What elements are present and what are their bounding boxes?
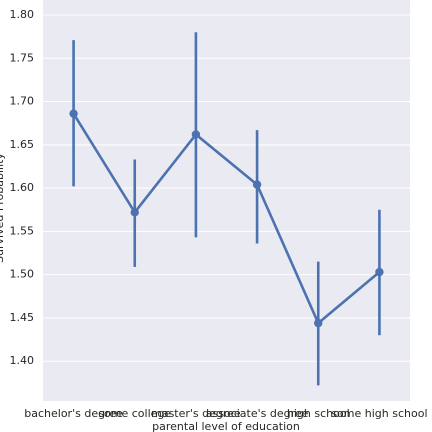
x-tick-label: bachelor's degree: [24, 407, 123, 420]
point: [130, 208, 139, 217]
y-tick-label: 1.60: [10, 181, 35, 194]
point: [69, 109, 78, 118]
y-tick-label: 1.80: [10, 8, 35, 21]
y-tick-label: 1.55: [10, 224, 35, 237]
plot-area: [43, 0, 410, 401]
point: [375, 267, 384, 277]
y-tick-label: 1.65: [10, 138, 35, 151]
y-tick-label: 1.50: [10, 268, 35, 281]
x-tick-label: master's degree: [151, 407, 241, 420]
line: [72, 112, 381, 326]
x-tick-label: associate's degree: [206, 407, 309, 420]
x-tick-label: some college: [98, 407, 171, 420]
y-axis-label: Survived Probability: [0, 153, 6, 263]
point: [314, 318, 323, 328]
y-tick-label: 1.70: [10, 95, 35, 108]
point: [252, 180, 262, 189]
x-axis-label: parental level of education: [152, 420, 300, 432]
y-tick-label: 1.75: [10, 51, 35, 64]
point: [191, 130, 201, 139]
y-tick-label: 1.40: [10, 354, 35, 367]
x-tick-label: high school: [287, 407, 350, 420]
y-tick-label: 1.45: [10, 311, 35, 324]
x-tick-label: some high school: [331, 407, 427, 420]
